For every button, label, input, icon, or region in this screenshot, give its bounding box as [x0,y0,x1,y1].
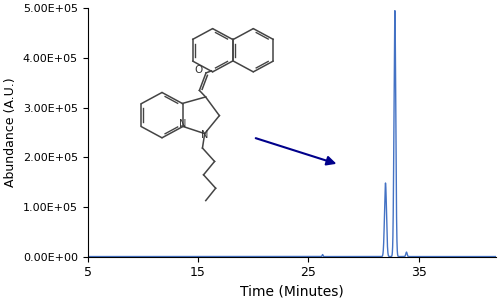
Text: N: N [201,130,208,140]
Text: N: N [179,119,186,129]
Y-axis label: Abundance (A.U.): Abundance (A.U.) [4,78,17,187]
X-axis label: Time (Minutes): Time (Minutes) [240,285,344,299]
Text: O: O [195,65,203,75]
